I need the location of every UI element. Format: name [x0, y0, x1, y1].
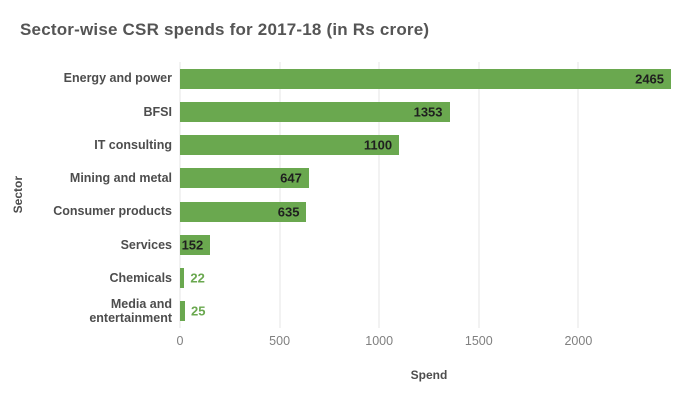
bar[interactable]: 2465 — [180, 68, 672, 89]
bar-row: 1353 — [180, 95, 678, 128]
gridline — [179, 62, 181, 328]
value-label: 1353 — [413, 104, 443, 120]
bar[interactable]: 647 — [180, 168, 309, 189]
gridline — [478, 62, 480, 328]
bar[interactable]: 152 — [180, 234, 211, 255]
gridline — [378, 62, 380, 328]
value-label: 152 — [181, 237, 204, 253]
x-tick-label: 1500 — [464, 334, 493, 348]
x-axis-title: Spend — [410, 368, 448, 382]
value-label: 1100 — [363, 137, 393, 153]
category-label: Chemicals — [109, 270, 172, 285]
bar-row: 1100 — [180, 129, 678, 162]
y-axis-title: Sector — [11, 176, 25, 214]
chart-title: Sector-wise CSR spends for 2017-18 (in R… — [20, 20, 430, 39]
gridline — [279, 62, 281, 328]
category-label: Mining and metal — [69, 171, 172, 186]
bar[interactable]: 1353 — [180, 101, 450, 122]
plot-area: 2465 1353 1100 647 635 152 22 25 — [179, 62, 678, 328]
bar-row: 22 — [180, 262, 678, 295]
bar-row: 635 — [180, 195, 678, 228]
category-label: BFSI — [143, 104, 172, 119]
bar-row: 152 — [180, 228, 678, 261]
bar-row: 2465 — [180, 62, 678, 95]
value-label: 2465 — [635, 71, 665, 87]
category-label: Consumer products — [53, 204, 172, 219]
value-label: 22 — [190, 270, 205, 286]
category-label: Services — [120, 237, 172, 252]
bar-row: 25 — [180, 295, 678, 328]
gridlines — [179, 62, 678, 328]
bar-series: 2465 1353 1100 647 635 152 22 25 — [180, 62, 678, 328]
category-label: Media and entertainment — [89, 297, 172, 326]
value-label: 25 — [190, 303, 206, 319]
y-axis-title-wrap: Sector — [4, 62, 32, 328]
x-axis-ticks: 0 500 1000 1500 2000 — [176, 334, 678, 350]
bar[interactable] — [180, 268, 185, 289]
bar-row: 647 — [180, 162, 678, 195]
category-axis: Energy and power BFSI IT consulting Mining … — [46, 62, 172, 328]
value-label: 647 — [280, 170, 302, 186]
category-label: IT consulting — [94, 137, 172, 152]
bar[interactable] — [180, 301, 185, 322]
x-tick-label: 2000 — [564, 334, 593, 348]
category-label: Energy and power — [63, 71, 172, 86]
gridline — [577, 62, 579, 328]
x-tick-label: 0 — [176, 334, 184, 348]
x-tick-label: 1000 — [365, 334, 394, 348]
bar[interactable]: 635 — [180, 201, 307, 222]
value-label: 635 — [277, 204, 300, 220]
x-tick-label: 500 — [269, 334, 291, 348]
bar[interactable]: 1100 — [180, 135, 400, 156]
